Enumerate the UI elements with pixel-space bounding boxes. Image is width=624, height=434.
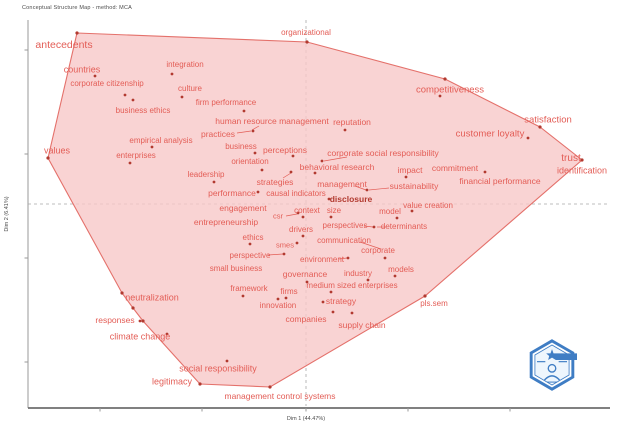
term-point bbox=[331, 310, 335, 314]
hull-vertex-point bbox=[75, 31, 79, 35]
term-point bbox=[438, 94, 442, 98]
label-connector bbox=[282, 172, 292, 179]
term-point bbox=[93, 74, 97, 78]
term-point bbox=[180, 95, 184, 99]
term-point bbox=[131, 98, 135, 102]
label-connector bbox=[236, 130, 252, 134]
term-point bbox=[256, 190, 260, 194]
term-point bbox=[282, 252, 286, 256]
term-point bbox=[251, 129, 255, 133]
logo-star-icon bbox=[546, 349, 577, 360]
term-point bbox=[321, 300, 325, 304]
term-point bbox=[138, 319, 142, 323]
term-point bbox=[253, 151, 257, 155]
term-point bbox=[295, 241, 299, 245]
term-point bbox=[291, 154, 295, 158]
term-point bbox=[212, 180, 216, 184]
label-connector bbox=[368, 187, 390, 191]
term-point bbox=[131, 306, 135, 310]
term-point bbox=[395, 216, 399, 220]
term-point bbox=[248, 242, 252, 246]
term-point bbox=[242, 109, 246, 113]
term-point bbox=[372, 225, 376, 229]
term-point bbox=[301, 234, 305, 238]
logo-figure-head bbox=[547, 363, 557, 373]
label-connector bbox=[359, 241, 382, 250]
term-point bbox=[301, 215, 305, 219]
label-connector bbox=[338, 257, 348, 260]
watermark-logo bbox=[529, 339, 577, 391]
label-connector bbox=[323, 156, 348, 162]
term-point bbox=[350, 311, 354, 315]
term-point bbox=[483, 170, 487, 174]
hull-vertex-point bbox=[268, 385, 272, 389]
term-point bbox=[276, 297, 280, 301]
label-connector bbox=[251, 125, 260, 131]
term-point bbox=[305, 280, 309, 284]
label-connector bbox=[354, 185, 367, 191]
term-point bbox=[260, 168, 264, 172]
hull-vertex-point bbox=[423, 294, 427, 298]
term-point bbox=[165, 332, 169, 336]
term-point bbox=[296, 211, 300, 215]
term-point bbox=[123, 93, 127, 97]
hull-vertex-point bbox=[443, 77, 447, 81]
term-point bbox=[383, 256, 387, 260]
x-axis-label: Dim 1 (44.47%) bbox=[286, 416, 326, 422]
term-point bbox=[150, 145, 154, 149]
logo-hexagon-outer bbox=[529, 339, 575, 391]
term-point bbox=[365, 188, 369, 192]
hull-vertex-point bbox=[198, 382, 202, 386]
term-point bbox=[128, 161, 132, 165]
hull-vertex-point bbox=[305, 40, 309, 44]
term-point bbox=[346, 256, 350, 260]
term-point bbox=[343, 128, 347, 132]
term-point bbox=[329, 215, 333, 219]
term-point bbox=[313, 171, 317, 175]
hull-vertex-point bbox=[580, 158, 584, 162]
term-point bbox=[289, 170, 293, 174]
term-point bbox=[526, 136, 530, 140]
hull-vertex-point bbox=[141, 319, 145, 323]
label-connector bbox=[267, 253, 284, 256]
term-point bbox=[410, 209, 414, 213]
term-point bbox=[327, 197, 331, 201]
label-connector bbox=[285, 213, 298, 217]
term-point bbox=[284, 296, 288, 300]
term-point bbox=[170, 72, 174, 76]
hull-vertex-point bbox=[46, 156, 50, 160]
hull-vertex-point bbox=[538, 125, 542, 129]
hull-vertex-point bbox=[120, 291, 124, 295]
label-connector bbox=[363, 225, 374, 228]
cluster-hull bbox=[47, 32, 583, 388]
term-point bbox=[393, 274, 397, 278]
figure-title: Conceptual Structure Map - method: MCA bbox=[22, 5, 133, 11]
term-point bbox=[366, 278, 370, 282]
term-point bbox=[329, 290, 333, 294]
logo-figure-body bbox=[543, 375, 561, 381]
term-point bbox=[225, 359, 229, 363]
y-axis-label: Dim 2 (6.41%) bbox=[4, 196, 10, 232]
term-point bbox=[241, 294, 245, 298]
term-point bbox=[404, 175, 408, 179]
term-point bbox=[320, 159, 324, 163]
